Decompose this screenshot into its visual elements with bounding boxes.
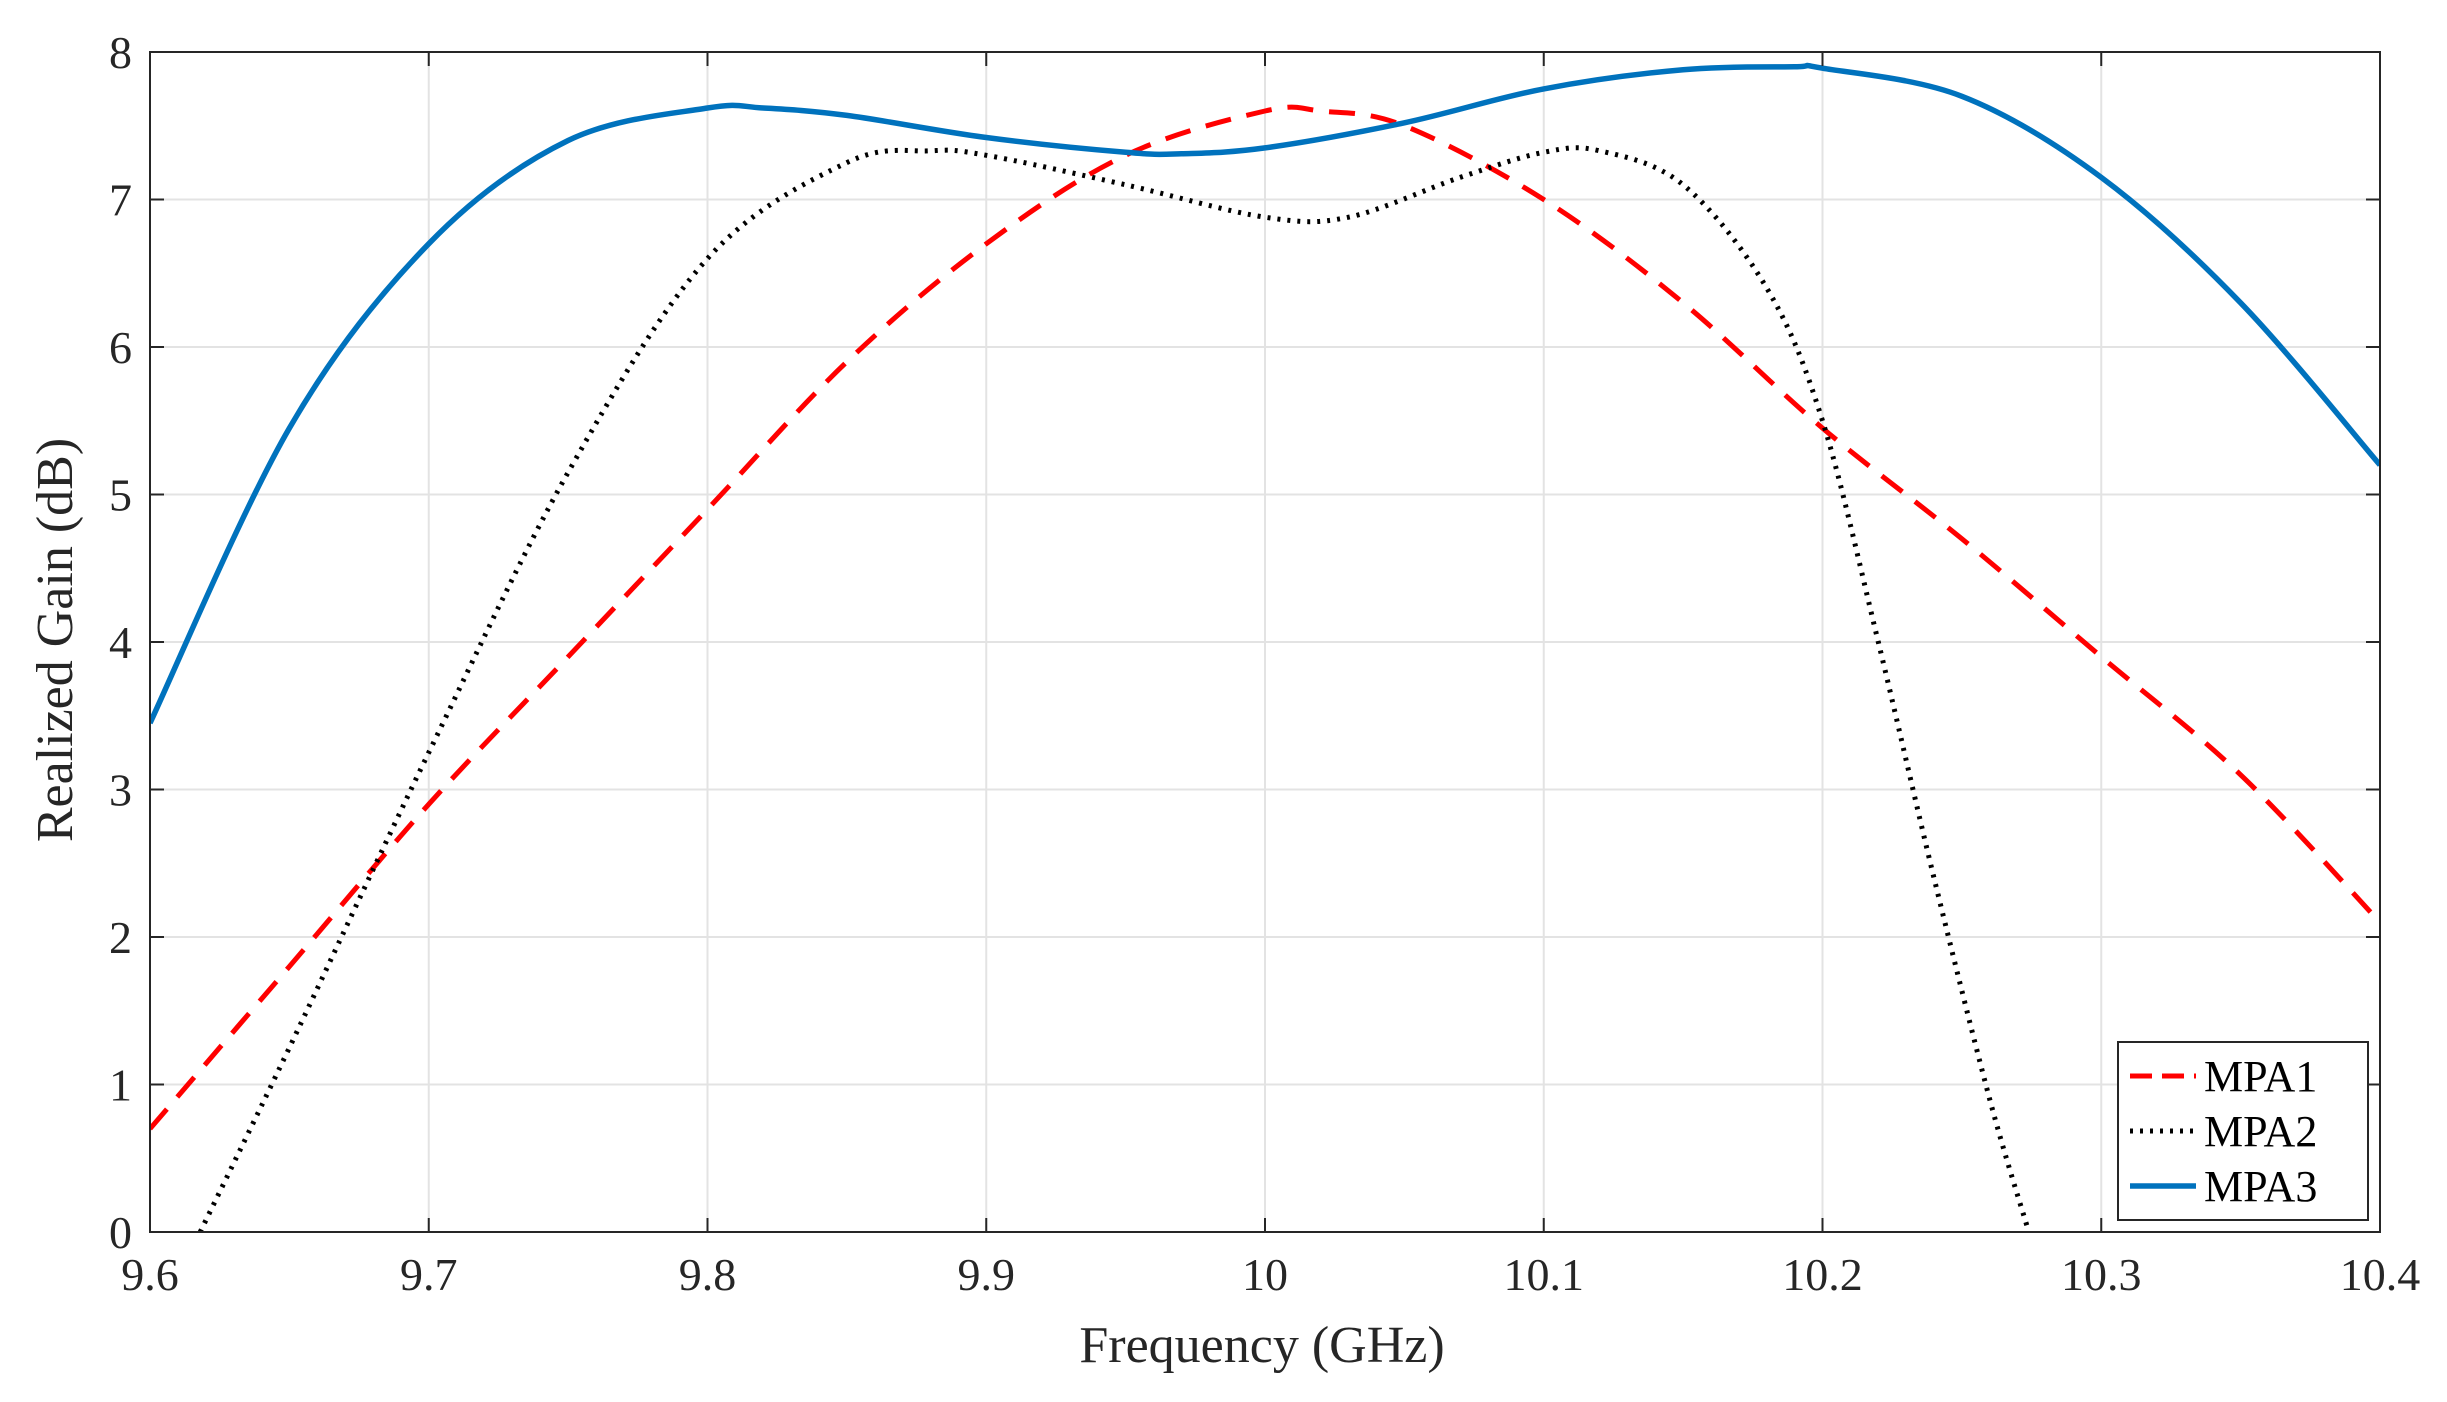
axes-frame xyxy=(149,51,2381,1233)
y-tick-label-4: 4 xyxy=(109,617,132,668)
y-tick-label-0: 0 xyxy=(109,1207,132,1258)
legend-label-mpa3: MPA3 xyxy=(2204,1162,2317,1211)
x-tick-label-8: 10.4 xyxy=(2340,1249,2421,1300)
x-tick-label-7: 10.3 xyxy=(2061,1249,2142,1300)
x-tick-label-1: 9.7 xyxy=(400,1249,458,1300)
series-line-mpa2 xyxy=(197,145,2032,1232)
x-tick-label-3: 9.9 xyxy=(958,1249,1016,1300)
y-tick-label-7: 7 xyxy=(109,175,132,226)
legend: MPA1 MPA2 MPA3 xyxy=(2117,1041,2369,1221)
series-line-mpa1 xyxy=(150,104,2380,1131)
grid-lines xyxy=(149,51,2381,1233)
y-tick-labels: 0 1 2 3 4 5 6 7 8 xyxy=(109,27,132,1258)
legend-label-mpa2: MPA2 xyxy=(2204,1107,2317,1156)
x-tick-label-6: 10.2 xyxy=(1782,1249,1863,1300)
y-tick-label-8: 8 xyxy=(109,27,132,78)
y-tick-label-1: 1 xyxy=(109,1060,132,1111)
y-axis-title: Realized Gain (dB) xyxy=(27,438,84,842)
legend-label-mpa1: MPA1 xyxy=(2204,1052,2317,1101)
x-tick-label-2: 9.8 xyxy=(679,1249,737,1300)
x-axis-title: Frequency (GHz) xyxy=(1079,1317,1444,1374)
x-tick-labels: 9.6 9.7 9.8 9.9 10 10.1 10.2 10.3 10.4 xyxy=(121,1249,2420,1300)
x-tick-label-4: 10 xyxy=(1242,1249,1288,1300)
x-tick-label-5: 10.1 xyxy=(1504,1249,1585,1300)
legend-box xyxy=(2117,1041,2369,1221)
x-tick-label-0: 9.6 xyxy=(121,1249,179,1300)
y-tick-label-3: 3 xyxy=(109,765,132,816)
y-tick-label-5: 5 xyxy=(109,470,132,521)
y-tick-label-6: 6 xyxy=(109,322,132,373)
y-tick-label-2: 2 xyxy=(109,912,132,963)
series-line-mpa3 xyxy=(150,62,2380,725)
series-layer xyxy=(150,62,2380,1232)
